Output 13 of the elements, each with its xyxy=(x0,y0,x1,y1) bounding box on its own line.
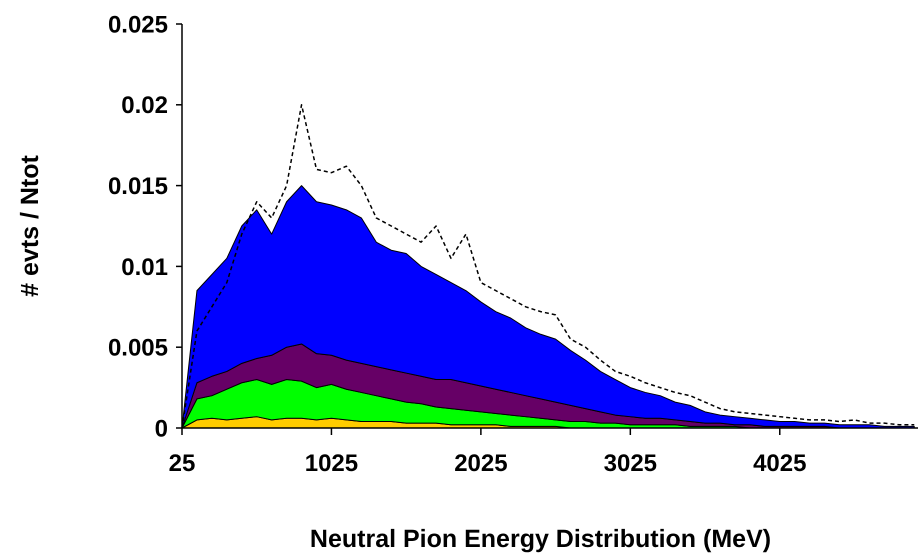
y-axis-title: # evts / Ntot xyxy=(16,154,44,297)
y-tick-label: 0.025 xyxy=(108,11,168,38)
x-tick-label: 1025 xyxy=(304,450,358,477)
y-tick-label: 0 xyxy=(154,415,168,442)
x-tick-label: 25 xyxy=(168,450,196,477)
x-tick-label: 3025 xyxy=(604,450,658,477)
x-tick-label: 4025 xyxy=(753,450,806,477)
y-tick-label: 0.015 xyxy=(108,173,168,200)
x-axis-title: Neutral Pion Energy Distribution (MeV) xyxy=(310,525,772,553)
y-tick-label: 0.01 xyxy=(121,254,168,281)
y-tick-label: 0.02 xyxy=(121,92,168,120)
y-tick-label: 0.005 xyxy=(108,334,168,362)
x-tick-label: 2025 xyxy=(454,450,508,477)
